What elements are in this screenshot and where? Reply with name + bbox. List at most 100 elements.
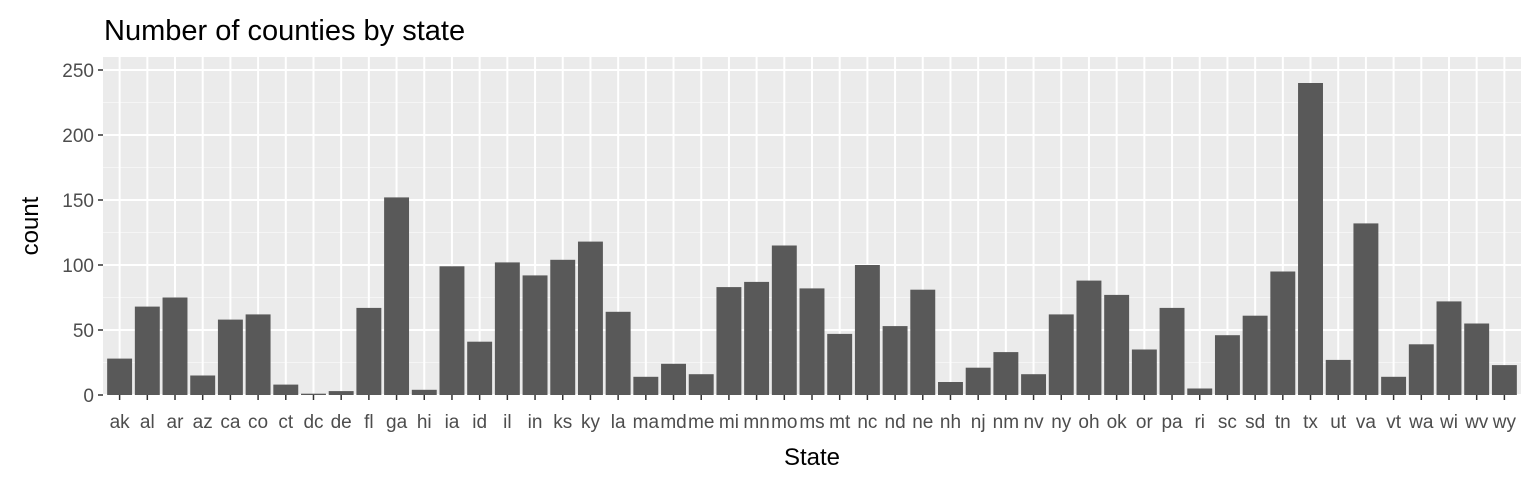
x-tick-label: az bbox=[193, 412, 213, 433]
bar-wa bbox=[1408, 344, 1434, 395]
x-tick-label: tx bbox=[1303, 412, 1318, 433]
bar-sc bbox=[1214, 335, 1240, 395]
x-tick-label: ak bbox=[110, 412, 131, 433]
x-tick-label: sd bbox=[1245, 412, 1265, 433]
bar-ks bbox=[550, 259, 576, 395]
bar-vt bbox=[1381, 376, 1407, 395]
y-tick-label: 100 bbox=[62, 256, 94, 277]
x-tick-label: la bbox=[611, 412, 626, 433]
bar-dc bbox=[301, 393, 326, 395]
x-tick-label: dc bbox=[303, 412, 323, 433]
y-axis: 0 50 100 150 200 250 bbox=[62, 61, 103, 407]
bar-al bbox=[134, 306, 160, 395]
y-tick-label: 150 bbox=[62, 191, 94, 212]
x-tick-label: ny bbox=[1051, 412, 1072, 433]
bar-ri bbox=[1187, 388, 1213, 395]
x-tick-label: in bbox=[528, 412, 543, 433]
x-tick-label: de bbox=[331, 412, 352, 433]
bar-mo bbox=[771, 245, 797, 395]
x-tick-label: id bbox=[472, 412, 487, 433]
y-tick-label: 50 bbox=[73, 321, 94, 342]
x-tick-label: il bbox=[503, 412, 511, 433]
bar-ar bbox=[162, 297, 188, 395]
x-tick-label: ma bbox=[633, 412, 660, 433]
bar-de bbox=[328, 391, 354, 395]
bar-nm bbox=[993, 352, 1019, 395]
bar-or bbox=[1131, 349, 1157, 395]
bar-ca bbox=[217, 319, 243, 395]
bar-la bbox=[605, 311, 631, 395]
x-tick-label: va bbox=[1356, 412, 1377, 433]
bar-ne bbox=[910, 289, 936, 395]
bar-ok bbox=[1104, 294, 1130, 395]
bar-ut bbox=[1325, 359, 1351, 395]
bars bbox=[107, 83, 1517, 395]
x-tick-label: hi bbox=[417, 412, 432, 433]
bar-fl bbox=[356, 307, 382, 395]
y-axis-title: count bbox=[17, 196, 44, 255]
x-tick-label: wa bbox=[1408, 412, 1434, 433]
x-tick-label: tn bbox=[1275, 412, 1291, 433]
bar-oh bbox=[1076, 280, 1102, 395]
x-tick-label: ky bbox=[581, 412, 601, 433]
x-tick-label: ga bbox=[386, 412, 408, 433]
bar-wi bbox=[1436, 301, 1462, 395]
x-tick-label: nh bbox=[940, 412, 961, 433]
x-axis: ak al ar az ca co ct dc de fl ga hi ia id il in ks ky la ma… bbox=[110, 395, 1517, 433]
bar-nd bbox=[882, 326, 908, 395]
x-tick-label: co bbox=[248, 412, 268, 433]
x-tick-label: fl bbox=[364, 412, 374, 433]
x-tick-label: nv bbox=[1024, 412, 1045, 433]
x-tick-label: wi bbox=[1439, 412, 1458, 433]
bar-ga bbox=[384, 197, 410, 395]
x-tick-label: mi bbox=[719, 412, 739, 433]
y-tick-label: 250 bbox=[62, 61, 94, 82]
bar-md bbox=[661, 363, 686, 395]
x-tick-label: me bbox=[688, 412, 714, 433]
bar-nv bbox=[1021, 374, 1047, 395]
bar-nj bbox=[965, 367, 991, 395]
bar-co bbox=[245, 314, 271, 395]
x-tick-label: sc bbox=[1218, 412, 1237, 433]
bar-ny bbox=[1048, 314, 1074, 395]
bar-va bbox=[1353, 223, 1379, 395]
x-axis-title: State bbox=[784, 444, 840, 471]
x-tick-label: mt bbox=[829, 412, 851, 433]
bar-ia bbox=[439, 266, 465, 395]
bar-wy bbox=[1491, 365, 1517, 395]
x-tick-label: wy bbox=[1492, 412, 1517, 433]
bar-sd bbox=[1242, 315, 1268, 395]
x-tick-label: vt bbox=[1386, 412, 1402, 433]
bar-me bbox=[688, 374, 714, 395]
y-tick-label: 0 bbox=[83, 386, 94, 407]
bar-tn bbox=[1270, 271, 1296, 395]
bar-id bbox=[467, 341, 493, 395]
x-tick-label: nm bbox=[993, 412, 1019, 433]
y-tick-label: 200 bbox=[62, 126, 94, 147]
x-tick-label: or bbox=[1136, 412, 1154, 433]
x-tick-label: ks bbox=[553, 412, 572, 433]
x-tick-label: ca bbox=[220, 412, 241, 433]
bar-ky bbox=[577, 241, 603, 395]
bar-az bbox=[190, 375, 216, 395]
x-tick-label: ne bbox=[912, 412, 933, 433]
x-tick-label: ri bbox=[1194, 412, 1205, 433]
x-tick-label: nj bbox=[971, 412, 986, 433]
bar-nh bbox=[938, 382, 963, 395]
bar-mn bbox=[744, 281, 770, 395]
x-tick-label: ok bbox=[1107, 412, 1128, 433]
bar-nc bbox=[854, 265, 880, 395]
x-tick-label: ar bbox=[167, 412, 185, 433]
x-tick-label: ct bbox=[278, 412, 294, 433]
x-tick-label: mn bbox=[743, 412, 769, 433]
bar-hi bbox=[411, 389, 437, 395]
x-tick-label: nd bbox=[885, 412, 906, 433]
x-tick-label: nc bbox=[857, 412, 877, 433]
x-tick-label: pa bbox=[1161, 412, 1183, 433]
x-tick-label: ut bbox=[1330, 412, 1347, 433]
x-tick-label: md bbox=[660, 412, 686, 433]
bar-pa bbox=[1159, 307, 1185, 395]
bar-wv bbox=[1464, 323, 1490, 395]
bar-mt bbox=[827, 333, 853, 395]
